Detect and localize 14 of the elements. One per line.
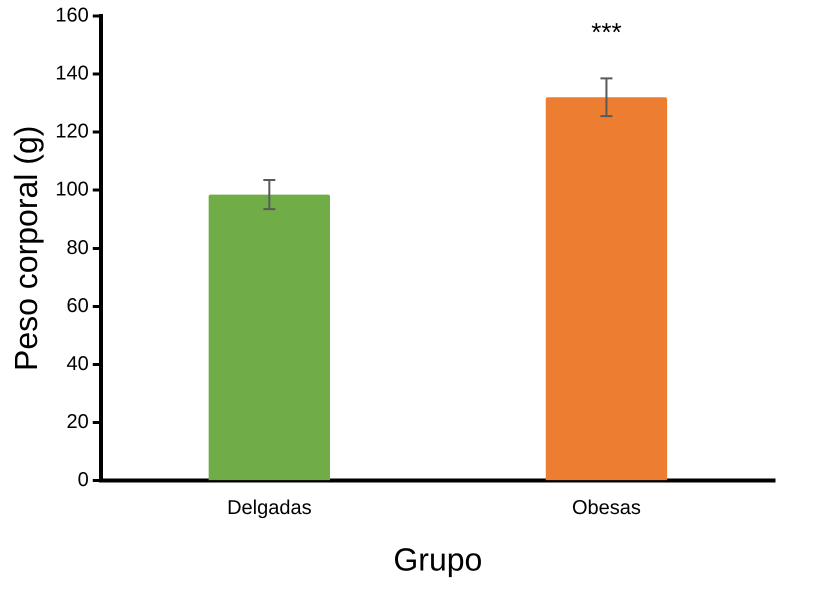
- y-tick-label: 80: [66, 236, 89, 259]
- y-tick-label: 140: [55, 62, 89, 85]
- y-tick-label: 160: [55, 4, 89, 27]
- y-tick-label: 100: [55, 178, 89, 201]
- x-tick-label: Obesas: [572, 497, 641, 520]
- y-tick-label: 60: [66, 294, 89, 317]
- y-tick-label: 20: [66, 411, 89, 434]
- y-tick-label: 120: [55, 120, 89, 143]
- x-tick-label: Delgadas: [227, 497, 312, 520]
- y-tick-label: 40: [66, 352, 89, 375]
- y-tick-label: 0: [78, 469, 89, 492]
- y-axis-title: Peso corporal (g): [8, 126, 44, 372]
- x-axis-title: Grupo: [393, 542, 482, 578]
- annotation: ***: [591, 17, 622, 48]
